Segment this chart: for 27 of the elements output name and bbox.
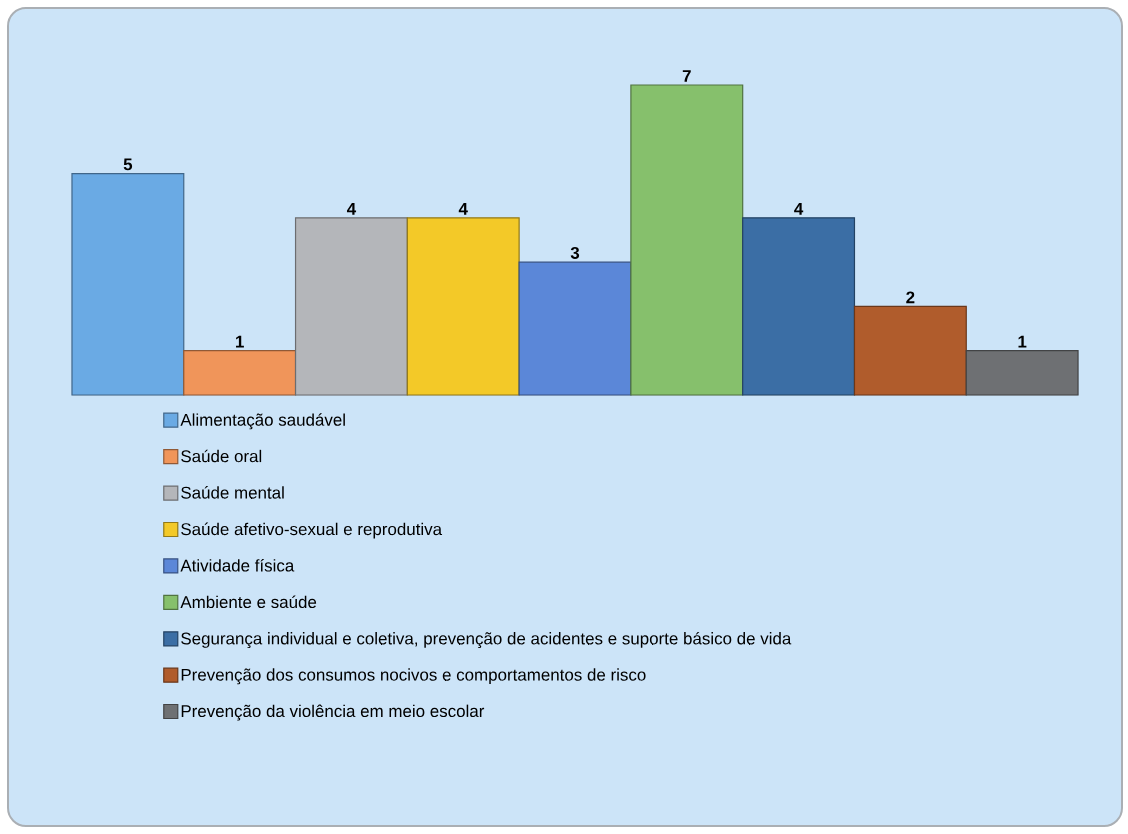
legend-label: Saúde mental	[181, 486, 284, 499]
legend-label: Saúde oral	[181, 449, 262, 463]
legend-label: Prevenção dos consumos nocivos e comportamentos de risco	[181, 668, 646, 685]
bar	[71, 172, 185, 396]
data-label: 4	[346, 202, 357, 215]
legend-label: Saúde afetivo-sexual e reprodutiva	[181, 522, 443, 539]
data-label: 4	[458, 202, 468, 215]
data-label: 1	[236, 335, 244, 348]
bar	[406, 217, 520, 396]
legend-label: Ambiente e saúde	[180, 595, 317, 609]
bar	[518, 261, 632, 396]
data-label: 4	[794, 202, 804, 215]
bar	[294, 217, 408, 396]
data-label: 5	[123, 158, 133, 171]
data-label: 2	[906, 291, 915, 304]
bar	[183, 350, 297, 396]
data-label: 3	[570, 246, 580, 259]
data-label: 1	[1018, 335, 1027, 348]
bar	[965, 350, 1079, 396]
bar	[742, 217, 856, 396]
bar	[630, 84, 744, 396]
legend-label: Atividade física	[180, 558, 295, 572]
bar	[853, 305, 967, 396]
legend-label: Segurança individual e coletiva, prevenção de acidentes e suporte básico de vida	[181, 631, 792, 648]
data-label: 7	[682, 70, 691, 82]
legend-label: Alimentação saudável	[180, 413, 345, 430]
legend-label: Prevenção da violência em meio escolar	[181, 704, 485, 721]
